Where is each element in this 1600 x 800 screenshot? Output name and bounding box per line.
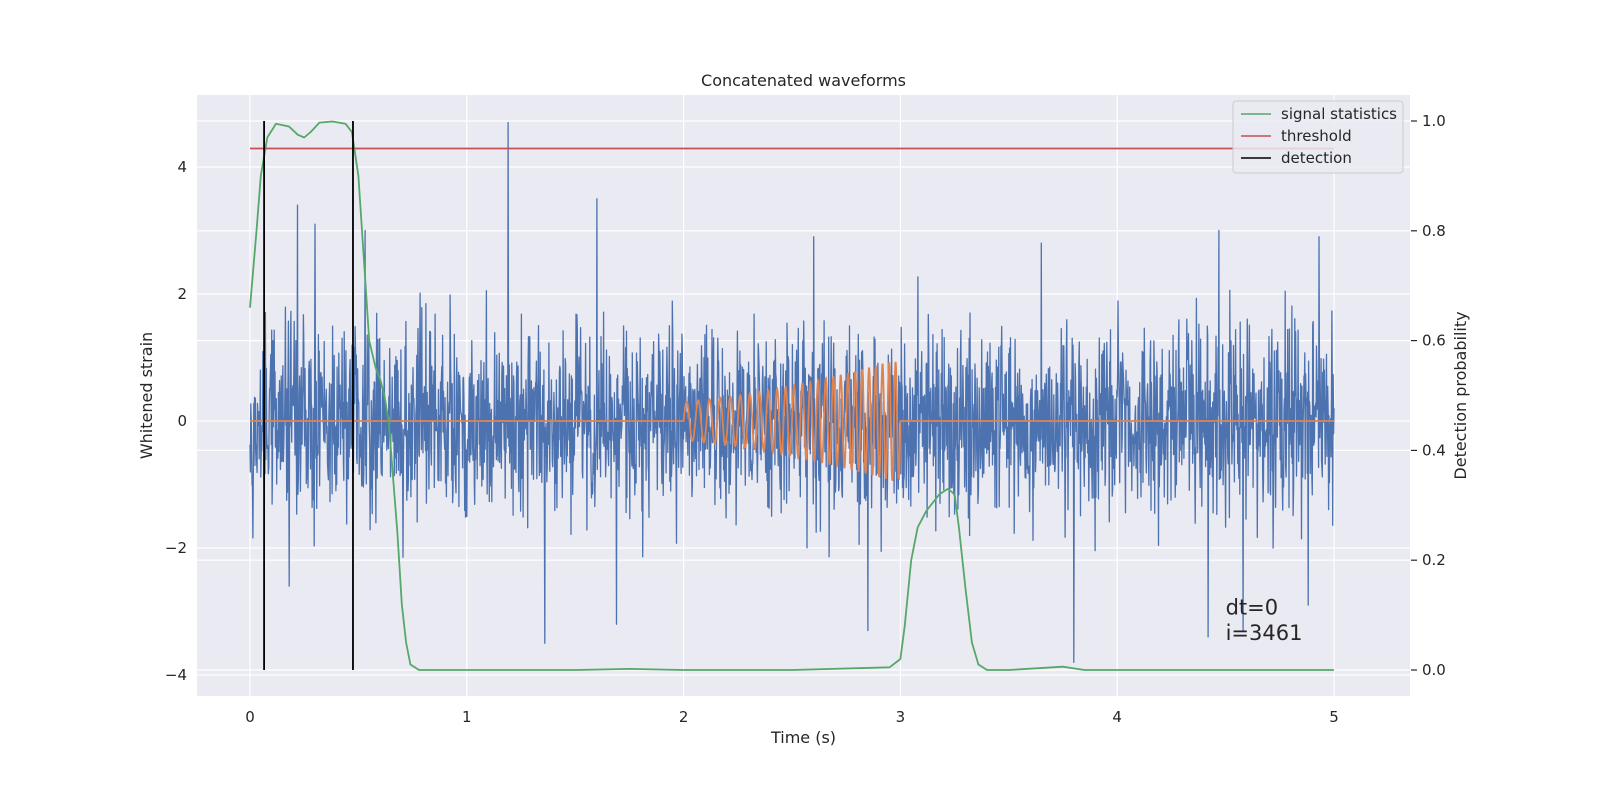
legend-label-signal-statistics: signal statistics xyxy=(1281,105,1397,123)
x-tick-label: 0 xyxy=(245,708,255,726)
legend-label-threshold: threshold xyxy=(1281,127,1352,145)
data-layer xyxy=(249,120,1335,671)
y-tick-label: 4 xyxy=(177,158,187,176)
x-tick-label: 4 xyxy=(1112,708,1122,726)
y-tick-label: −2 xyxy=(165,539,187,557)
series-injected-waveform xyxy=(250,361,1334,481)
y2-axis-title: Detection probability xyxy=(1451,311,1470,479)
x-tick-label: 3 xyxy=(896,708,906,726)
y2-tick-label: 0.0 xyxy=(1422,661,1446,679)
y2-tick-label: 0.2 xyxy=(1422,551,1446,569)
series-whitened-strain xyxy=(249,121,1335,663)
legend: signal statistics threshold detection xyxy=(1232,100,1404,174)
y2-tick-label: 0.6 xyxy=(1422,332,1446,350)
y-axis-title: Whitened strain xyxy=(137,332,156,459)
x-tick-label: 5 xyxy=(1329,708,1339,726)
annotations: dt=0 i=3461 xyxy=(1226,596,1303,645)
legend-label-detection: detection xyxy=(1281,149,1352,167)
x-axis-title: Time (s) xyxy=(770,728,836,747)
y-tick-label: −4 xyxy=(165,666,187,684)
annotation-index: i=3461 xyxy=(1226,621,1303,645)
annotation-dt: dt=0 xyxy=(1226,596,1279,620)
y-tick-label: 2 xyxy=(177,285,187,303)
series-signal-statistics xyxy=(249,120,1334,671)
y2-tick-label: 1.0 xyxy=(1422,112,1446,130)
legend-box xyxy=(1232,100,1404,174)
y2-tick-label: 0.4 xyxy=(1422,441,1446,459)
y2-tick-label: 0.8 xyxy=(1422,222,1446,240)
x-tick-label: 1 xyxy=(462,708,472,726)
axes-layer: 0 1 2 3 4 5 −4 −2 0 2 4 0.0 0.2 0.4 0.6 0.8 1.0 xyxy=(165,112,1446,726)
chart-title: Concatenated waveforms xyxy=(701,71,906,90)
x-tick-label: 2 xyxy=(679,708,689,726)
y-tick-label: 0 xyxy=(177,412,187,430)
